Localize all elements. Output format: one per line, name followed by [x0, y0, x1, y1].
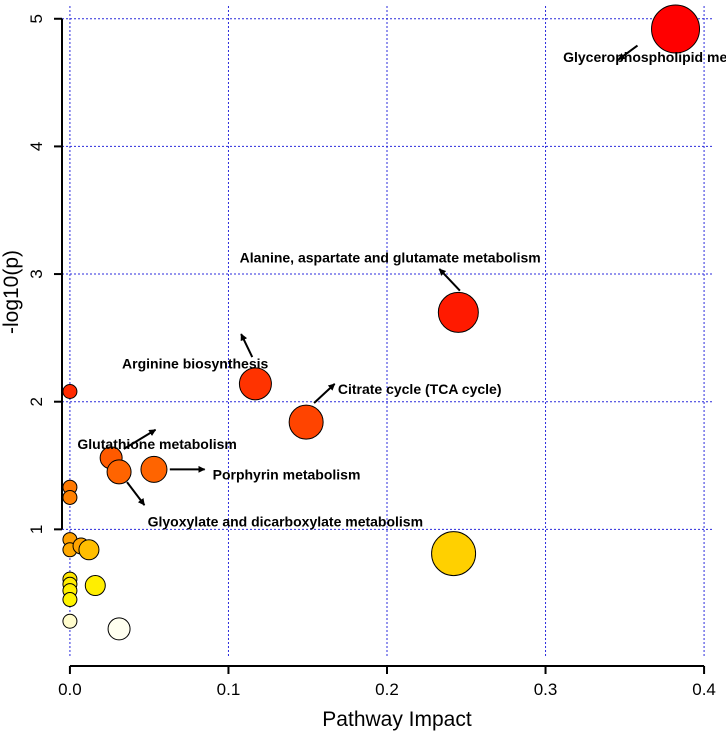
y-tick-label: 2 [27, 397, 46, 406]
data-point [238, 367, 272, 401]
data-point [62, 383, 78, 399]
grid [62, 6, 712, 657]
y-axis-label: -log10(p) [0, 250, 23, 334]
data-point [437, 291, 479, 333]
data-point [288, 404, 324, 440]
annotation-label: Glycerophospholipid metabolism [563, 49, 726, 65]
x-tick-label: 0.2 [375, 680, 399, 699]
annotation-label: Glyoxylate and dicarboxylate metabolism [148, 514, 423, 530]
data-point [431, 531, 477, 577]
annotation-arrow [617, 44, 639, 61]
x-tick-label: 0.4 [692, 680, 716, 699]
annotation-label: Porphyrin metabolism [213, 466, 361, 482]
data-point [107, 617, 131, 641]
data-point [62, 592, 78, 608]
y-tick-label: 1 [27, 525, 46, 534]
y-tick-label: 5 [27, 14, 46, 23]
annotation-arrow [240, 333, 254, 358]
data-points [62, 4, 701, 641]
x-tick-label: 0.3 [534, 680, 558, 699]
annotation-arrow [438, 268, 461, 292]
data-point [106, 459, 132, 485]
annotation-arrow [126, 481, 146, 506]
y-tick-label: 4 [27, 142, 46, 151]
data-point [84, 575, 106, 597]
annotation-arrow [123, 428, 157, 450]
data-point [140, 455, 168, 483]
annotation-label: Citrate cycle (TCA cycle) [338, 381, 502, 397]
x-tick-label: 0.1 [217, 680, 241, 699]
annotations: Glycerophospholipid metabolism Alanine, a… [77, 44, 726, 530]
data-point [62, 489, 78, 505]
annotation-label: Alanine, aspartate and glutamate metabol… [240, 249, 541, 265]
data-point [62, 613, 78, 629]
x-tick-label: 0.0 [58, 680, 82, 699]
x-axis-label: Pathway Impact [322, 708, 472, 731]
y-tick-label: 3 [27, 269, 46, 278]
data-point [78, 539, 100, 561]
data-point [651, 4, 701, 54]
annotation-label: Arginine biosynthesis [122, 355, 268, 371]
axes: 0.0 0.1 0.2 0.3 0.4 1 2 3 4 5 [27, 14, 716, 699]
annotation-arrow [313, 383, 336, 404]
annotation-label: Glutathione metabolism [77, 436, 236, 452]
